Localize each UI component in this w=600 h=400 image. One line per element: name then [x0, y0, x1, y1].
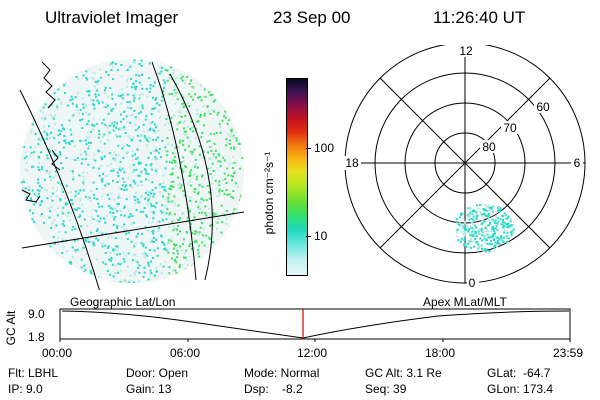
colorbar-tick-100: 100 — [314, 141, 335, 155]
auroral-speckle-field — [20, 59, 244, 283]
timeline-xtick: 12:00 — [297, 346, 328, 360]
meridian-line — [169, 73, 213, 281]
timeline-xtick: 06:00 — [170, 346, 201, 360]
lat-label-60: 60 — [536, 100, 550, 114]
mlt-label-0: 0 — [469, 276, 476, 290]
info-gain: Gain: 13 — [126, 382, 172, 396]
timeline-axis-label: GC Alt — [4, 310, 18, 346]
coastline — [51, 149, 61, 171]
info-glon: GLon: 173.4 — [487, 382, 554, 396]
color-scale-bar — [286, 78, 308, 276]
timeline-right-title: Apex MLat/MLT — [423, 295, 507, 309]
info-filter: Flt: LBHL — [8, 366, 59, 380]
timeline-xtick: 00:00 — [42, 346, 73, 360]
timeline-ytick-top: 9.0 — [28, 307, 45, 321]
coastline — [41, 61, 56, 109]
timeline-xtick: 23:59 — [553, 346, 584, 360]
parallel-line — [21, 211, 245, 249]
mlt-label-6: 6 — [574, 156, 581, 170]
mlt-label-12: 12 — [459, 45, 473, 58]
polar-aurora-patch — [455, 203, 515, 253]
geographic-image-panel — [19, 59, 245, 290]
mlt-label-18: 18 — [345, 156, 359, 170]
timeline-left-title: Geographic Lat/Lon — [70, 295, 176, 309]
info-seq: Seq: 39 — [365, 382, 407, 396]
info-door: Door: Open — [126, 366, 189, 380]
meridian-line — [151, 61, 197, 281]
coastline — [21, 189, 41, 203]
colorbar-tick-mark — [306, 148, 311, 149]
info-dsp: Dsp: -8.2 — [244, 382, 303, 396]
lat-label-80: 80 — [482, 140, 496, 154]
timeline-xtick: 18:00 — [425, 346, 456, 360]
info-glat: GLat: -64.7 — [487, 366, 551, 380]
lat-label-70: 70 — [503, 121, 517, 135]
timeline-ytick-bottom: 1.8 — [28, 330, 45, 344]
time-label: 11:26:40 UT — [433, 8, 526, 27]
date-label: 23 Sep 00 — [273, 8, 351, 27]
instrument-title: Ultraviolet Imager — [45, 8, 179, 27]
timeline-frame — [59, 308, 571, 340]
colorbar-tick-10: 10 — [314, 229, 328, 243]
altitude-timeline — [59, 308, 571, 342]
info-mode: Mode: Normal — [244, 366, 320, 380]
info-ip: IP: 9.0 — [8, 382, 43, 396]
info-gc-alt: GC Alt: 3.1 Re — [365, 366, 442, 380]
meridian-line — [19, 89, 100, 290]
altitude-curve — [61, 310, 570, 339]
colorbar-tick-mark — [306, 236, 311, 237]
polar-mlt-plot: 12 18 6 0 80 70 60 — [343, 45, 586, 290]
colorbar-unit-label: photon cm⁻²s⁻¹ — [262, 151, 276, 235]
mlt-spoke-diag — [379, 77, 551, 249]
